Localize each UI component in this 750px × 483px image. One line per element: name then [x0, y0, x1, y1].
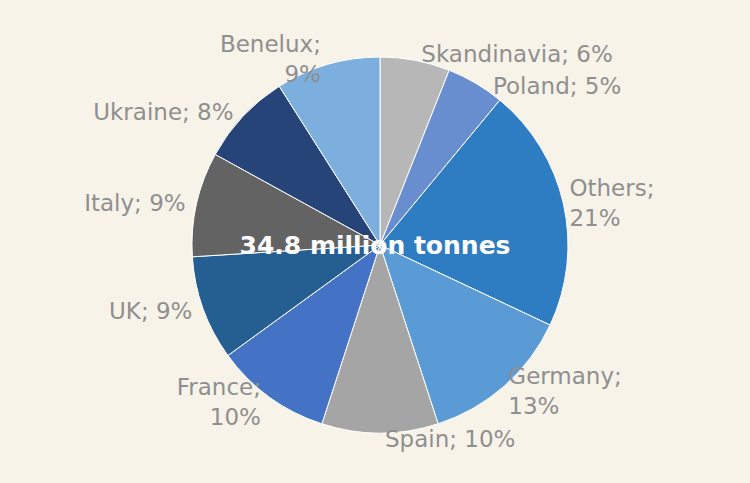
svg-text:13%: 13%: [508, 393, 559, 419]
svg-text:Poland; 5%: Poland; 5%: [493, 73, 621, 99]
svg-text:10%: 10%: [210, 404, 261, 430]
svg-text:Skandinavia; 6%: Skandinavia; 6%: [421, 41, 613, 67]
svg-text:Others;: Others;: [569, 175, 654, 201]
svg-text:UK; 9%: UK; 9%: [109, 298, 192, 324]
svg-text:21%: 21%: [569, 205, 620, 231]
svg-text:Germany;: Germany;: [508, 363, 621, 389]
svg-text:Italy; 9%: Italy; 9%: [84, 190, 185, 216]
svg-text:34.8 million tonnes: 34.8 million tonnes: [240, 231, 511, 260]
svg-text:9%: 9%: [284, 61, 321, 87]
svg-text:France;: France;: [177, 374, 261, 400]
svg-text:Ukraine; 8%: Ukraine; 8%: [93, 99, 233, 125]
svg-text:Benelux;: Benelux;: [220, 31, 321, 57]
svg-text:Spain; 10%: Spain; 10%: [385, 426, 515, 452]
